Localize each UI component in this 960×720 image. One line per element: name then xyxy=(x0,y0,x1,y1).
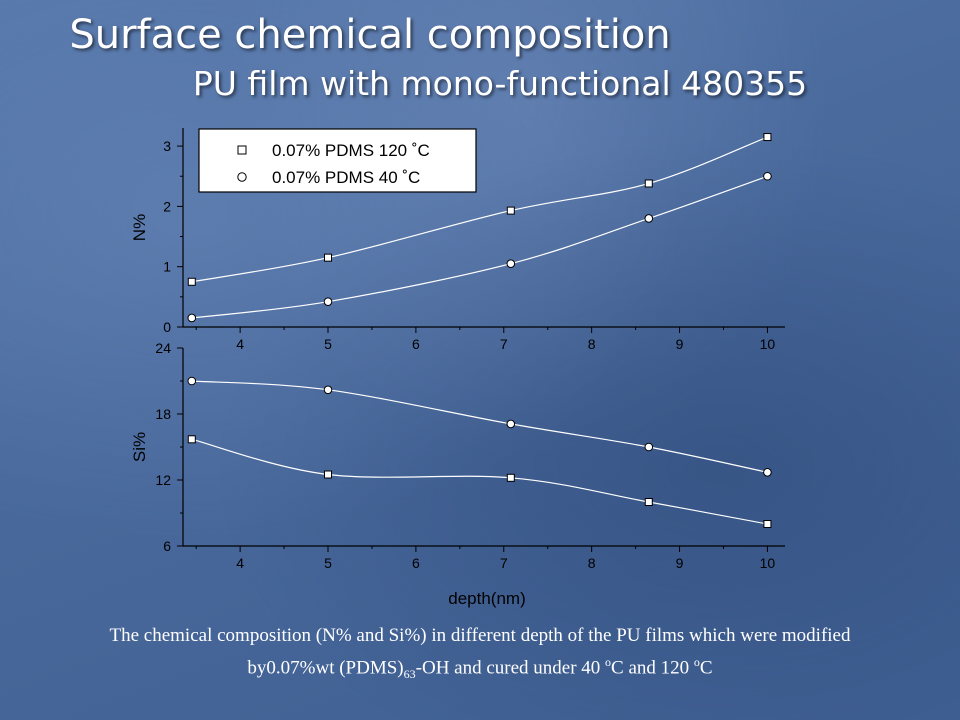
chart-panel-2: 4 5 6 7 8 9 10 6 12 18 24 Si% depth(nm) xyxy=(130,340,785,608)
data-point-square xyxy=(506,473,515,482)
x-tick-label: 7 xyxy=(500,555,508,571)
legend-box xyxy=(198,128,477,193)
data-point-square xyxy=(324,253,333,262)
x-tick-label: 10 xyxy=(760,555,776,571)
x-tick-label: 10 xyxy=(760,336,776,352)
slide-subtitle: PU film with mono-functional 480355 xyxy=(192,64,808,103)
data-point-circle xyxy=(323,385,333,395)
data-point-square xyxy=(187,277,196,286)
y-tick-label: 18 xyxy=(155,406,171,422)
series-line-pdms-120c xyxy=(191,438,768,525)
data-point-circle xyxy=(763,468,772,477)
data-point-square xyxy=(644,179,653,188)
series-line-pdms-40c xyxy=(191,380,768,473)
x-tick-label: 5 xyxy=(324,555,332,571)
caption-superscript-1: o xyxy=(605,655,612,669)
x-tick-label: 4 xyxy=(236,555,244,571)
caption-superscript-2: o xyxy=(693,655,700,669)
data-point-circle xyxy=(506,419,516,429)
caption-text-3: C and 120 xyxy=(611,657,694,679)
data-point-square xyxy=(763,133,772,142)
x-tick-label: 9 xyxy=(676,555,684,571)
y-tick-label: 1 xyxy=(163,259,171,275)
data-point-circle xyxy=(323,297,333,306)
x-tick-label: 4 xyxy=(236,336,244,352)
x-tick-label: 5 xyxy=(324,336,332,352)
x-tick-label: 6 xyxy=(412,555,420,571)
y-tick-label: 0 xyxy=(163,319,171,335)
series-line-pdms-40c xyxy=(191,175,768,319)
data-point-square xyxy=(644,498,653,506)
y-axis-label: Si% xyxy=(130,432,149,462)
legend-marker-square xyxy=(237,145,247,155)
data-point-circle xyxy=(187,376,197,386)
y-axis-label: N% xyxy=(130,214,149,241)
data-point-square xyxy=(187,435,196,444)
x-tick-label: 9 xyxy=(676,336,684,352)
caption-text-1: The chemical composition (N% and Si%) in… xyxy=(109,625,851,679)
data-point-square xyxy=(763,520,772,528)
figure-caption: The chemical composition (N% and Si%) in… xyxy=(100,622,860,688)
legend-marker-circle xyxy=(237,172,247,182)
legend-entry-label: 0.07% PDMS 120 ˚C xyxy=(272,141,430,160)
y-tick-label: 6 xyxy=(163,538,171,554)
y-tick-label: 2 xyxy=(163,198,171,214)
x-tick-label: 8 xyxy=(588,555,596,571)
data-point-circle xyxy=(187,313,197,323)
caption-text-4: C xyxy=(699,657,713,679)
data-point-circle xyxy=(506,259,516,268)
y-tick-label: 3 xyxy=(163,138,171,154)
data-point-circle xyxy=(644,214,654,223)
chart-legend: 0.07% PDMS 120 ˚C 0.07% PDMS 40 ˚C xyxy=(198,128,477,193)
x-axis-label: depth(nm) xyxy=(448,589,525,608)
slide-title: Surface chemical composition xyxy=(69,12,671,58)
data-point-circle xyxy=(644,442,654,452)
caption-text-2: -OH and cured under 40 xyxy=(415,657,606,679)
y-tick-label: 24 xyxy=(155,340,171,356)
y-tick-label: 12 xyxy=(155,472,171,488)
x-tick-label: 8 xyxy=(588,336,596,352)
data-point-square xyxy=(506,206,515,215)
x-tick-label: 7 xyxy=(500,336,508,352)
legend-entry-label: 0.07% PDMS 40 ˚C xyxy=(272,168,420,187)
x-tick-label: 6 xyxy=(412,336,420,352)
caption-subscript: 63 xyxy=(403,667,416,682)
data-point-circle xyxy=(763,171,772,181)
data-point-square xyxy=(324,470,333,479)
